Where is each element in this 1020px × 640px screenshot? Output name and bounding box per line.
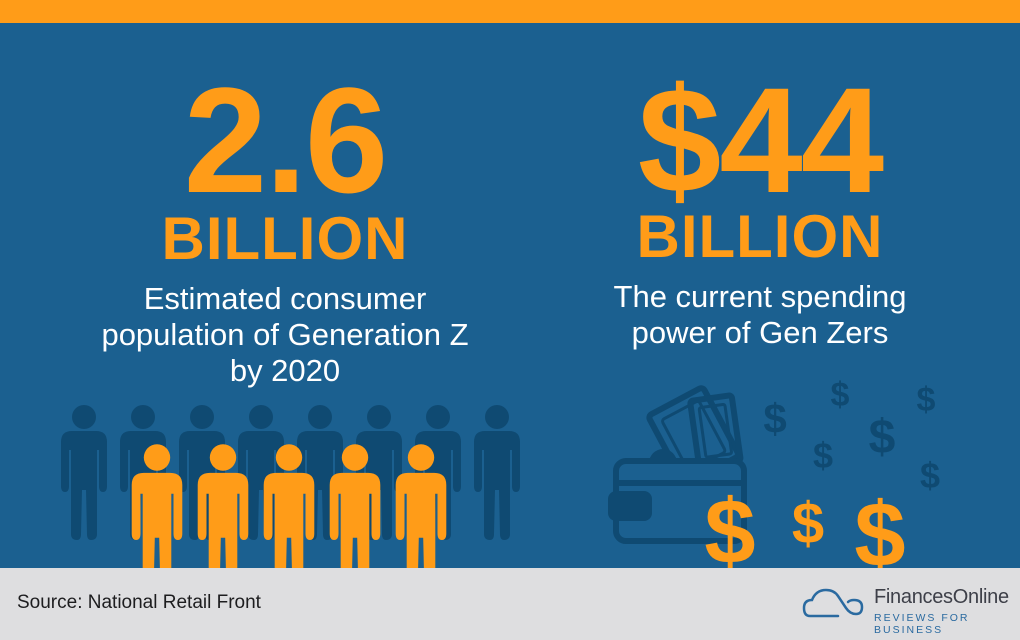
logo-tagline: REVIEWS FOR BUSINESS (874, 612, 970, 636)
caption-line: Estimated consumer (143, 281, 427, 316)
caption-line: by 2020 (229, 353, 341, 388)
financesonline-logo[interactable]: FinancesOnline REVIEWS FOR BUSINESS (802, 580, 1020, 636)
stat-spending: $44 BILLION The current spending power o… (555, 65, 965, 351)
floating-dollar-icons: $ $ $ $ $ $ (763, 376, 940, 496)
stat-population-value: 2.6 (183, 56, 389, 224)
stat-population: 2.6 BILLION Estimated consumer populatio… (40, 65, 530, 389)
top-accent-bar (0, 0, 1020, 23)
stat-spending-caption: The current spending power of Gen Zers (555, 279, 965, 351)
svg-text:$: $ (831, 376, 850, 414)
svg-text:$: $ (920, 455, 940, 496)
caption-line: power of Gen Zers (631, 315, 889, 350)
source-citation: Source: National Retail Front (17, 592, 261, 613)
footer: Source: National Retail Front FinancesOn… (0, 568, 1020, 640)
orange-dollar-icons: $ $ $ (704, 481, 905, 568)
svg-text:$: $ (704, 481, 755, 568)
infographic-panel: 2.6 BILLION Estimated consumer populatio… (0, 23, 1020, 568)
caption-line: population of Generation Z (101, 317, 469, 352)
logo-name: FinancesOnline (874, 586, 1009, 608)
stat-population-unit: BILLION (161, 205, 409, 272)
svg-text:$: $ (869, 411, 896, 464)
svg-text:$: $ (763, 395, 786, 442)
svg-text:$: $ (792, 491, 824, 556)
stat-population-caption: Estimated consumer population of Generat… (40, 281, 530, 389)
svg-text:$: $ (813, 435, 833, 476)
wallet-icon (608, 385, 747, 544)
stat-spending-unit: BILLION (636, 203, 884, 270)
caption-line: The current spending (613, 279, 907, 314)
cloud-icon (802, 588, 864, 618)
svg-text:$: $ (854, 484, 905, 568)
stat-spending-value: $44 (637, 56, 884, 224)
svg-text:$: $ (917, 381, 936, 419)
